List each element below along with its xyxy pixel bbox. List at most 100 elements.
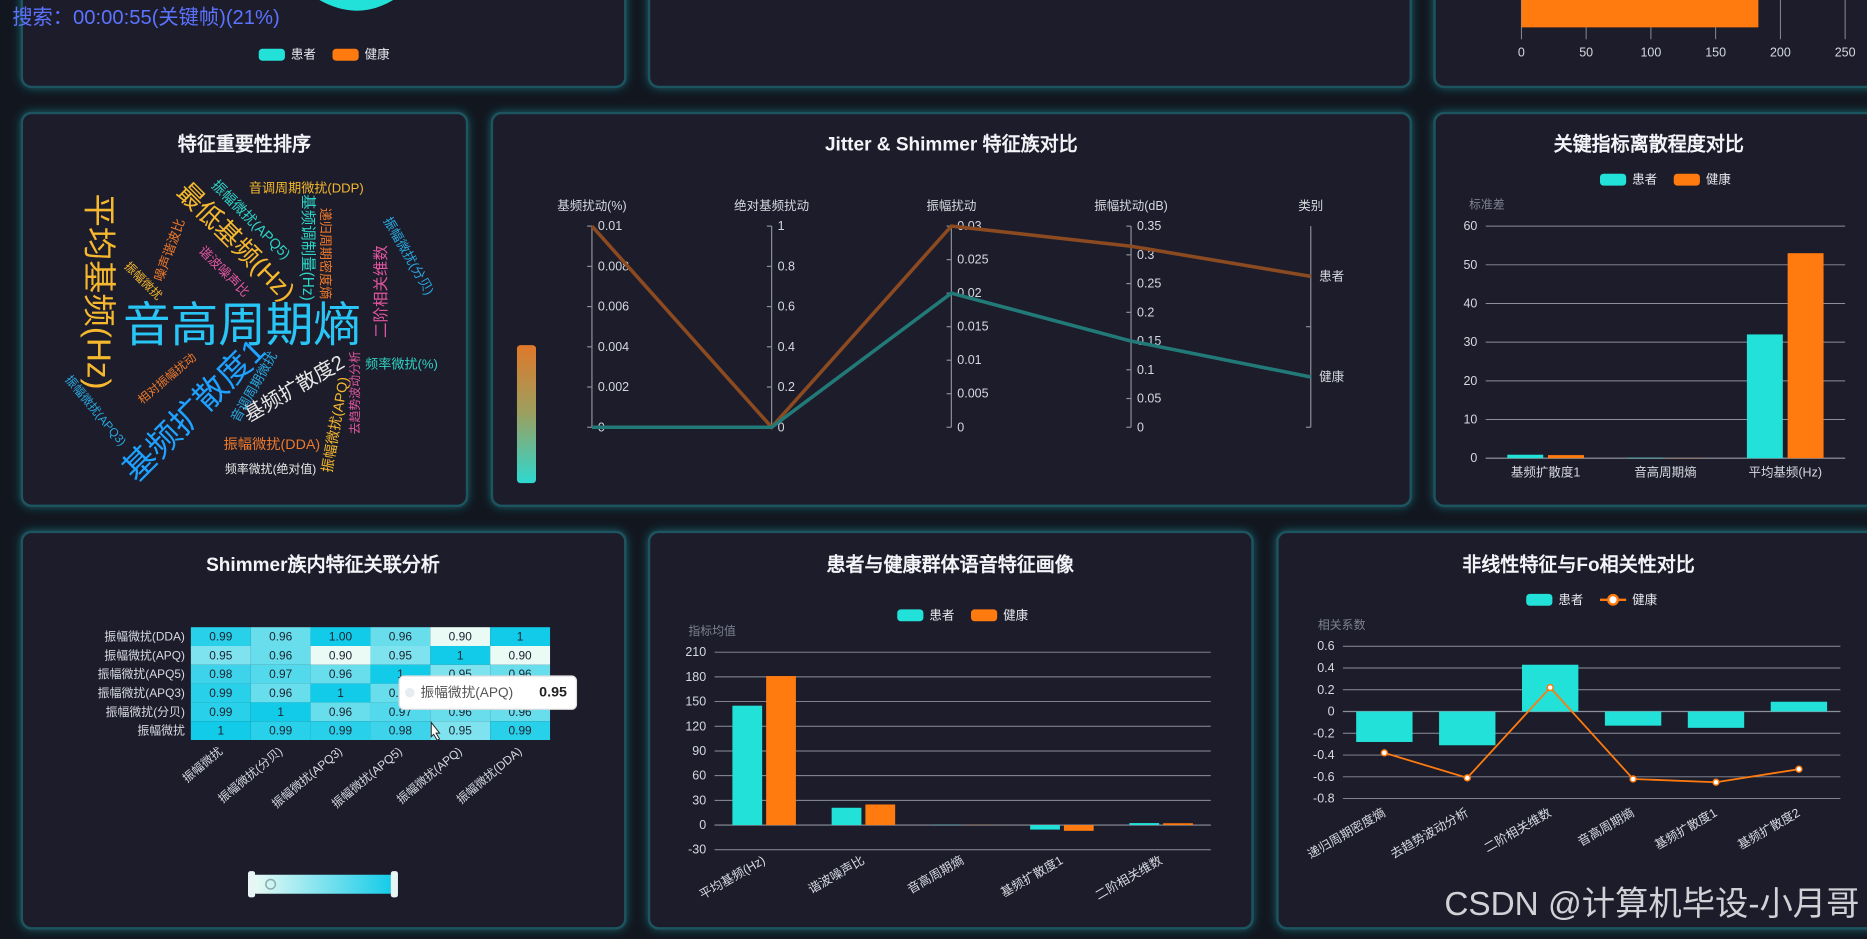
- bar: [1129, 823, 1160, 826]
- tooltip-value: 0.95: [539, 685, 567, 701]
- bar: [1548, 455, 1584, 459]
- bar: [1521, 0, 1759, 28]
- cell-label: 1: [397, 667, 404, 681]
- chart-title: 关键指标离散程度对比: [1554, 133, 1744, 156]
- heatmap-cell: [310, 664, 371, 684]
- tooltip-dot: [405, 687, 415, 698]
- cell-label: 0.90: [329, 648, 353, 662]
- axis-name: 基频扰动(%): [557, 199, 626, 213]
- legend: 患者 健康: [1599, 172, 1731, 187]
- row-label: 振幅微扰(分贝): [106, 705, 185, 719]
- parallel-line: [591, 291, 1132, 430]
- y-tick-label: 0.2: [1317, 683, 1334, 697]
- legend: 患者 健康: [897, 607, 1029, 622]
- line-point: [1463, 774, 1471, 782]
- panel: [20, 111, 469, 507]
- legend-icon: [258, 48, 285, 61]
- chart-title: 特征重要性排序: [178, 133, 311, 156]
- cell-label: 0.98: [209, 667, 233, 681]
- line-point: [1795, 765, 1803, 773]
- cell-label: 1: [277, 705, 284, 719]
- bar: [1687, 711, 1745, 728]
- heatmap-cell: [250, 664, 311, 684]
- y-tick-label: 0.2: [1137, 305, 1154, 319]
- x-tick-label: 0: [1518, 45, 1525, 59]
- line-point: [1712, 778, 1720, 786]
- category-label: 患者: [1319, 269, 1344, 283]
- bar: [1746, 334, 1783, 459]
- y-tick-label: 0.8: [778, 259, 795, 273]
- cell-label: 1.00: [329, 630, 353, 644]
- legend-icon: [970, 609, 998, 622]
- bar: [1507, 454, 1544, 459]
- heatmap-cell: [250, 702, 311, 722]
- line-point: [1629, 775, 1637, 783]
- y-tick-label: 0: [1470, 451, 1477, 465]
- y-tick-label: -30: [688, 843, 706, 857]
- cell-label: 1: [517, 630, 524, 644]
- panel: [1276, 530, 1867, 930]
- y-tick-label: 180: [685, 670, 706, 684]
- heatmap-cell: [310, 683, 371, 703]
- heatmap-cell: [190, 702, 251, 722]
- legend-label: 患者: [1632, 173, 1657, 187]
- row-label: 振幅微扰: [137, 724, 185, 738]
- x-tick-label: 音高周期熵: [1634, 464, 1696, 479]
- bar: [1439, 711, 1496, 746]
- cell-label: 0.97: [269, 667, 293, 681]
- y-tick-label: 40: [1463, 296, 1477, 310]
- bar: [766, 676, 796, 826]
- legend-label: 健康: [1706, 172, 1731, 187]
- line-point: [1380, 749, 1389, 757]
- y-tick-label: 0.35: [1137, 219, 1161, 233]
- x-tick-label: 250: [1835, 45, 1856, 59]
- y-tick-label: -0.6: [1313, 770, 1335, 784]
- panel: [647, 0, 1412, 89]
- heatmap-cell: [370, 627, 431, 646]
- axis-name: 标准差: [1469, 198, 1505, 212]
- bar: [1604, 711, 1662, 726]
- y-tick-label: 0.002: [598, 380, 629, 394]
- cell-label: 0.95: [209, 648, 233, 662]
- bar: [1163, 823, 1193, 826]
- heatmap-cell: [310, 721, 371, 741]
- y-tick-label: 0: [778, 420, 785, 434]
- bar: [1030, 825, 1060, 830]
- y-tick-label: 0.015: [957, 320, 988, 334]
- heatmap-cell: [430, 721, 491, 741]
- x-tick-label: 200: [1770, 45, 1791, 59]
- charts: 患者 健康 0 50 100 150 200 250特征重要性排序音高周期熵平均基频(Hz)基…: [62, 0, 1856, 903]
- y-tick-label: 10: [1463, 413, 1477, 427]
- word: 平均基频(Hz): [80, 193, 117, 389]
- cell-label: 0.90: [449, 630, 473, 644]
- pie-slice-partial: [319, 0, 394, 11]
- cell-label: 0.99: [509, 724, 533, 738]
- bar: [865, 804, 896, 826]
- cell-label: 0.96: [269, 630, 293, 644]
- heatmap-cell: [190, 664, 251, 684]
- cell-label: 1: [337, 686, 344, 700]
- row-label: 振幅微扰(APQ5): [98, 667, 185, 681]
- search-overlay: 搜索：00:00:55(关键帧)(21%): [12, 6, 279, 29]
- word: 频率微扰(绝对值): [225, 462, 316, 476]
- category-label: 健康: [1319, 369, 1344, 384]
- parallel-line-category: [1130, 339, 1312, 379]
- y-tick-label: 210: [685, 645, 706, 659]
- legend-label: 患者: [1558, 593, 1583, 607]
- y-tick-label: 150: [685, 695, 706, 709]
- y-tick-label: 90: [692, 744, 706, 758]
- y-tick-label: 0: [1328, 705, 1335, 719]
- word: 二阶相关维数: [372, 245, 390, 338]
- heatmap-cell: [430, 645, 491, 665]
- x-tick-label: 100: [1640, 45, 1661, 59]
- y-tick-label: 60: [1463, 219, 1477, 233]
- heatmap-cell: [250, 627, 311, 646]
- cell-label: 0.96: [389, 630, 413, 644]
- y-tick-label: 0.4: [778, 340, 795, 354]
- heatmap-cell: [250, 721, 311, 741]
- panel: [647, 530, 1254, 930]
- word: 频率微扰(%): [365, 356, 438, 372]
- slider-knob: [265, 878, 277, 890]
